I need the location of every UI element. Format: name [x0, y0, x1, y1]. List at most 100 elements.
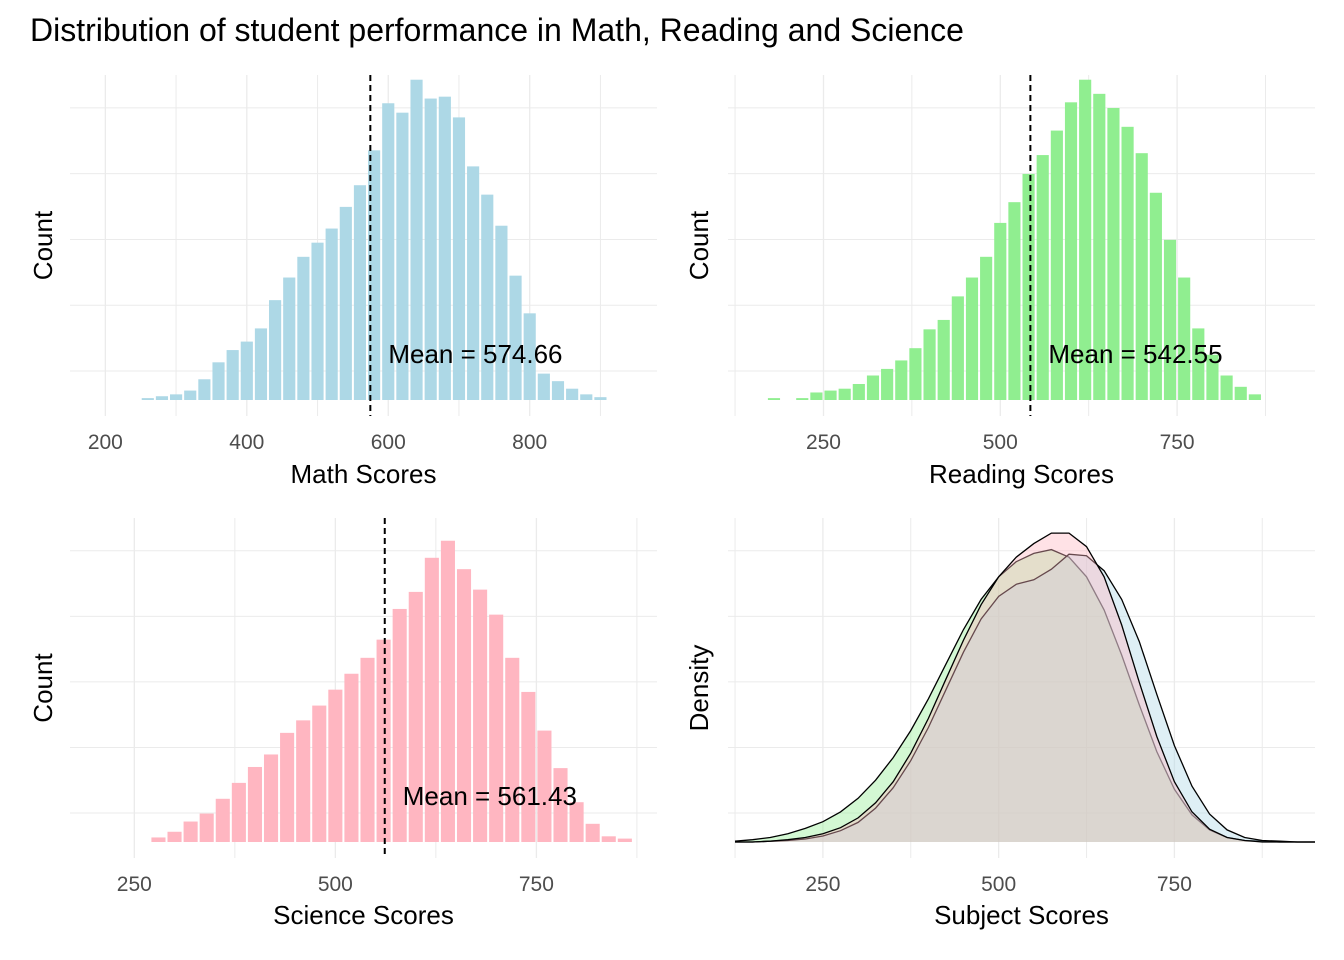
science-bar [215, 798, 230, 842]
science-bar [553, 768, 568, 842]
science-bar [408, 591, 423, 842]
science-bar [296, 720, 311, 842]
science-bar [617, 838, 632, 842]
math-bar [523, 313, 536, 400]
reading-x-axis-title: Reading Scores [929, 459, 1114, 489]
reading-y-axis-title: Count [684, 210, 714, 280]
science-bar [424, 557, 439, 842]
math-x-tick-label: 800 [512, 431, 547, 454]
science-bar [312, 705, 327, 842]
science-bar [505, 657, 520, 842]
science-bar [440, 540, 455, 842]
math-x-tick-label: 200 [88, 431, 123, 454]
reading-bar [895, 360, 908, 400]
science-bar [392, 608, 407, 842]
science-bar [344, 673, 359, 842]
math-x-ticks: 200 400 600 800 [88, 431, 547, 454]
reading-x-ticks: 250 500 750 [806, 431, 1195, 454]
density-x-ticks: 250 500 750 [805, 873, 1192, 896]
math-x-tick-label: 400 [229, 431, 264, 454]
science-x-ticks: 250 500 750 [117, 873, 554, 896]
figure-title: Distribution of student performance in M… [30, 12, 964, 48]
math-bar [509, 275, 522, 400]
reading-bar [881, 368, 894, 400]
science-y-axis-title: Count [28, 653, 58, 723]
reading-x-tick-label: 750 [1160, 431, 1195, 454]
science-bar [537, 730, 552, 842]
reading-bar [824, 390, 837, 400]
math-bar [311, 242, 324, 400]
math-bar [396, 112, 409, 401]
math-bar [339, 206, 352, 400]
science-bar [328, 689, 343, 842]
reading-bar [810, 392, 823, 400]
math-bar [382, 103, 395, 401]
science-histogram-panel: Mean = 561.43 250 500 750 Science Scores C… [28, 518, 657, 930]
math-bar [325, 228, 338, 400]
math-x-tick-label: 600 [371, 431, 406, 454]
math-mean-label: Mean = 574.66 [388, 339, 562, 369]
math-bar [212, 362, 225, 400]
reading-bar [909, 348, 922, 400]
reading-bar [1107, 107, 1120, 401]
reading-bar [1022, 173, 1035, 400]
reading-bar [1135, 153, 1148, 400]
math-bar [452, 117, 466, 401]
math-bar [155, 396, 169, 400]
reading-bar [951, 296, 964, 400]
density-curve-math [735, 553, 1315, 843]
science-mean-label: Mean = 561.43 [403, 781, 577, 811]
reading-bar [1008, 202, 1021, 400]
reading-histogram-panel: Mean = 542.55 250 500 750 Reading Scores C… [684, 75, 1315, 489]
reading-bar [866, 375, 880, 400]
science-bar [569, 802, 584, 842]
reading-bar [1036, 155, 1049, 400]
reading-bar [937, 319, 950, 400]
science-bar [376, 639, 391, 842]
math-x-axis-title: Math Scores [291, 459, 437, 489]
math-bar [481, 194, 494, 400]
science-x-axis-title: Science Scores [273, 900, 454, 930]
density-grid [728, 518, 1315, 858]
math-bar [240, 341, 253, 400]
science-bar [263, 754, 279, 842]
reading-bars [767, 79, 1261, 401]
math-bar [297, 256, 310, 400]
density-x-axis-title: Subject Scores [934, 900, 1109, 930]
science-bar [280, 732, 295, 842]
math-bar [467, 166, 480, 400]
reading-x-tick-label: 500 [983, 431, 1018, 454]
density-area-science [735, 533, 1315, 842]
science-bars [151, 540, 632, 842]
science-bar [151, 837, 166, 842]
math-bar [594, 397, 607, 400]
math-bar [424, 98, 437, 401]
math-bar [254, 328, 268, 400]
math-bars [141, 79, 607, 401]
math-bar [353, 185, 367, 400]
reading-bar [1234, 386, 1247, 400]
reading-bar [965, 277, 979, 400]
reading-x-tick-label: 250 [806, 431, 841, 454]
science-bar [247, 766, 262, 842]
science-bar [183, 821, 198, 842]
math-bar [226, 350, 239, 400]
science-bar [360, 657, 375, 842]
reading-bar [1248, 394, 1261, 400]
density-y-axis-title: Density [684, 645, 714, 732]
reading-bar [1121, 126, 1134, 401]
math-bar [141, 398, 154, 400]
reading-grid [728, 75, 1315, 416]
reading-bar [1163, 239, 1177, 400]
science-bar [199, 813, 214, 842]
math-bar [537, 373, 550, 400]
science-x-tick-label: 250 [117, 873, 152, 896]
reading-bar [1064, 102, 1078, 400]
math-y-axis-title: Count [28, 210, 58, 280]
math-bar [410, 79, 423, 400]
reading-bar [994, 222, 1007, 400]
math-bar [438, 96, 451, 401]
reading-bar [1079, 79, 1092, 400]
math-bar [198, 379, 211, 400]
